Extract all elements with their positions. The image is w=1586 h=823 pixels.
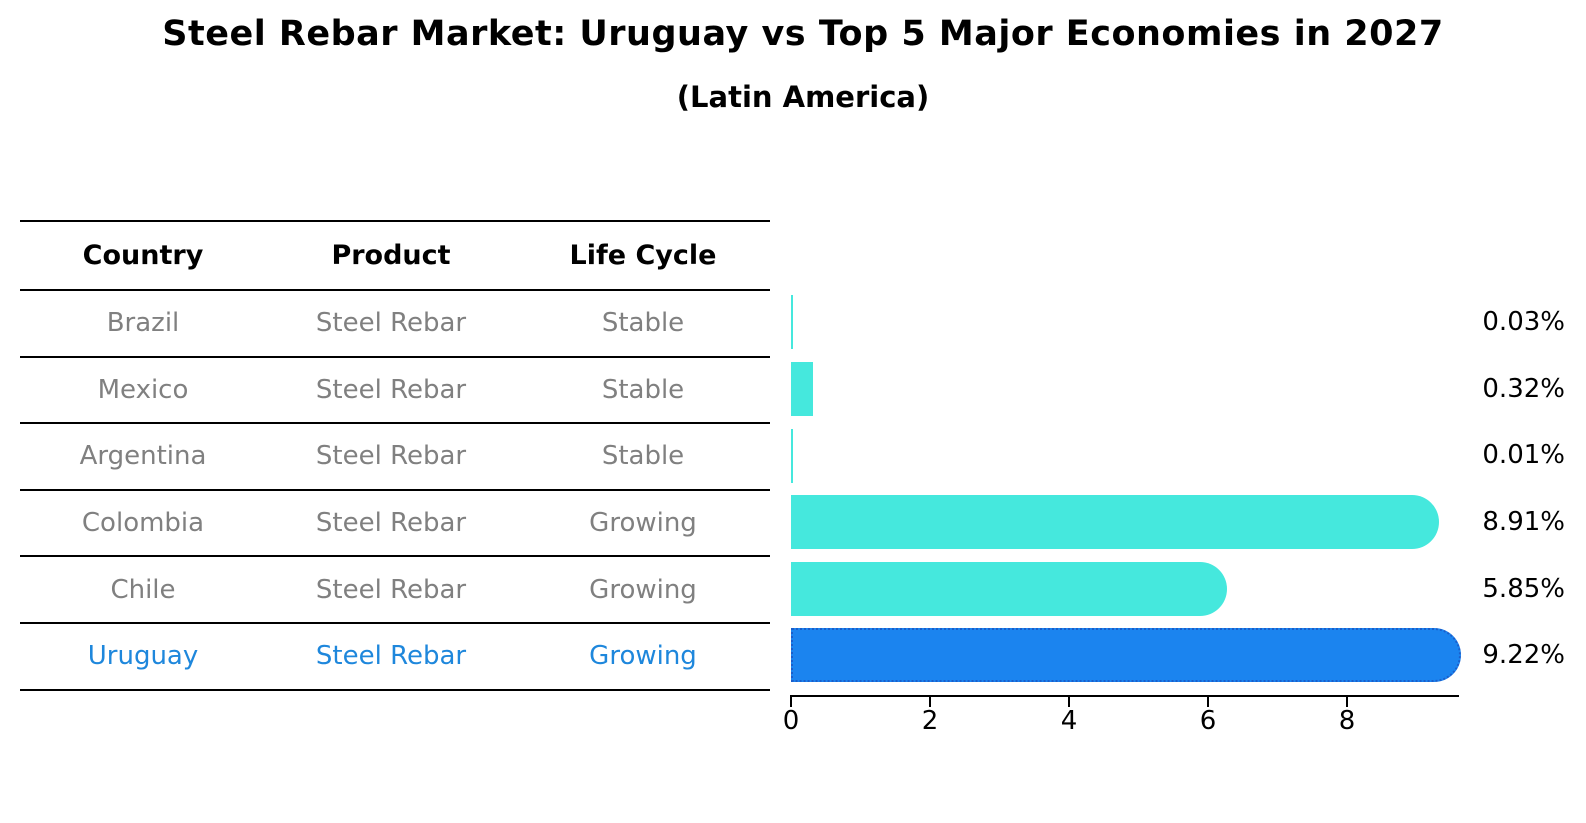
life-cycle-cell: Growing — [589, 508, 697, 539]
value-label-brazil: 0.03% — [1482, 307, 1565, 338]
bar-mexico — [791, 361, 814, 416]
country-cell: Mexico — [97, 374, 189, 405]
column-header-country: Country — [82, 240, 204, 271]
bar-uruguay — [791, 628, 1461, 683]
x-tick-mark-2 — [928, 697, 932, 707]
table-row-mexico: Mexico Steel Rebar Stable — [20, 358, 770, 425]
life-cycle-cell: Growing — [589, 574, 697, 605]
bar-brazil — [791, 295, 794, 350]
life-cycle-cell: Stable — [601, 441, 685, 472]
product-cell: Steel Rebar — [315, 441, 467, 472]
x-tick-mark-8 — [1345, 697, 1349, 707]
column-header-life-cycle: Life Cycle — [569, 240, 717, 271]
table-row-brazil: Brazil Steel Rebar Stable — [20, 291, 770, 358]
x-tick-label-0: 0 — [782, 706, 800, 736]
value-label-chile: 5.85% — [1482, 573, 1565, 604]
life-cycle-cell: Stable — [601, 374, 685, 405]
life-cycle-cell: Growing — [589, 641, 697, 672]
chart-title: Steel Rebar Market: Uruguay vs Top 5 Maj… — [162, 14, 1444, 54]
x-tick-mark-6 — [1206, 697, 1210, 707]
x-tick-label-4: 4 — [1060, 706, 1078, 736]
product-cell: Steel Rebar — [315, 308, 467, 339]
chart-subtitle: (Latin America) — [676, 80, 930, 114]
x-tick-mark-0 — [789, 697, 793, 707]
value-label-mexico: 0.32% — [1482, 373, 1565, 404]
value-label-argentina: 0.01% — [1482, 440, 1565, 471]
country-cell: Uruguay — [87, 641, 199, 672]
country-cell: Colombia — [81, 508, 205, 539]
table-row-colombia: Colombia Steel Rebar Growing — [20, 491, 770, 558]
life-cycle-cell: Stable — [601, 308, 685, 339]
country-table: Country Product Life Cycle Brazil Steel Reb… — [20, 220, 770, 691]
product-cell: Steel Rebar — [315, 641, 467, 672]
value-label-uruguay: 9.22% — [1482, 640, 1565, 671]
x-tick-label-2: 2 — [921, 706, 939, 736]
bar-argentina — [791, 428, 793, 483]
bar-colombia — [791, 495, 1440, 550]
product-cell: Steel Rebar — [315, 374, 467, 405]
x-tick-label-8: 8 — [1338, 706, 1356, 736]
x-tick-mark-4 — [1067, 697, 1071, 707]
value-label-colombia: 8.91% — [1482, 507, 1565, 538]
product-cell: Steel Rebar — [315, 508, 467, 539]
bar-chile — [791, 561, 1227, 616]
column-header-product: Product — [331, 240, 451, 271]
table-row-chile: Chile Steel Rebar Growing — [20, 557, 770, 624]
country-cell: Brazil — [106, 308, 180, 339]
x-axis-spine — [790, 694, 1459, 697]
product-cell: Steel Rebar — [315, 574, 467, 605]
country-cell: Chile — [110, 574, 176, 605]
country-cell: Argentina — [79, 441, 207, 472]
table-row-argentina: Argentina Steel Rebar Stable — [20, 424, 770, 491]
table-header-row: Country Product Life Cycle — [20, 222, 770, 291]
table-row-uruguay: Uruguay Steel Rebar Growing — [20, 624, 770, 691]
x-tick-label-6: 6 — [1199, 706, 1217, 736]
